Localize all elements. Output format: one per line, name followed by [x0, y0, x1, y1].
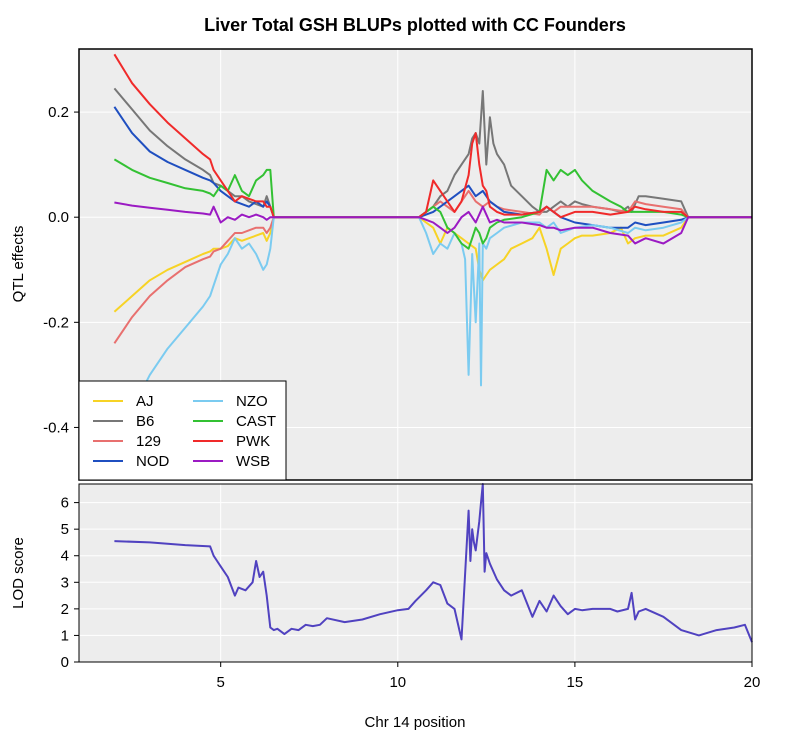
y-tick-label-3: -0.4	[43, 419, 69, 436]
y-tick-label-0: 0.2	[48, 104, 69, 121]
effects-ylabel: QTL effects	[10, 226, 27, 303]
legend-label-aj: AJ	[136, 393, 154, 410]
legend-label-b6: B6	[136, 413, 154, 430]
legend-box	[78, 380, 287, 481]
legend: AJ B6 129 NOD NZO CAST PWK WSB	[78, 380, 287, 481]
lod-y-tick-label-0: 0	[61, 654, 69, 671]
legend-label-cast: CAST	[236, 413, 276, 430]
legend-label-pwk: PWK	[236, 433, 270, 450]
x-tick-label-5: 5	[217, 674, 225, 691]
effects-y-ticks: 0.2 0.0 -0.2 -0.4	[43, 104, 79, 436]
legend-label-wsb: WSB	[236, 453, 270, 470]
lod-y-ticks: 0 1 2 3 4 5 6	[61, 495, 79, 671]
effects-panel: 0.2 0.0 -0.2 -0.4 QTL effects AJ B6 129 NOD NZO…	[10, 48, 753, 481]
chart-title: Liver Total GSH BLUPs plotted with CC Fo…	[204, 15, 626, 35]
legend-label-129: 129	[136, 433, 161, 450]
lod-panel-bg	[79, 484, 752, 662]
effects-lines	[113, 53, 752, 397]
y-tick-label-2: -0.2	[43, 314, 69, 331]
x-ticks: 5 10 15 20	[217, 662, 761, 691]
x-axis-label: Chr 14 position	[365, 714, 466, 731]
lod-y-tick-label-2: 2	[61, 601, 69, 618]
series-line-wsb	[114, 201, 752, 245]
lod-y-tick-label-5: 5	[61, 521, 69, 538]
lod-panel: 0 1 2 3 4 5 6 LOD score	[10, 483, 753, 671]
lod-lines	[114, 483, 753, 643]
y-tick-label-1: 0.0	[48, 209, 69, 226]
series-line-pwk	[113, 53, 752, 219]
lod-line	[114, 483, 753, 643]
legend-label-nod: NOD	[136, 453, 170, 470]
lod-y-tick-label-1: 1	[61, 627, 69, 644]
series-line-129	[113, 189, 752, 344]
x-tick-label-10: 10	[389, 674, 406, 691]
x-tick-label-15: 15	[567, 674, 584, 691]
series-line-aj	[113, 216, 752, 313]
lod-y-tick-label-3: 3	[61, 574, 69, 591]
lod-ylabel: LOD score	[10, 537, 27, 609]
lod-panel-border	[78, 483, 753, 663]
series-line-cast	[113, 158, 752, 250]
effects-panel-border	[78, 48, 753, 481]
series-line-nzo	[138, 216, 752, 397]
lod-y-tick-label-6: 6	[61, 495, 69, 512]
x-tick-label-20: 20	[744, 674, 761, 691]
lod-y-tick-label-4: 4	[61, 548, 69, 565]
legend-label-nzo: NZO	[236, 393, 268, 410]
